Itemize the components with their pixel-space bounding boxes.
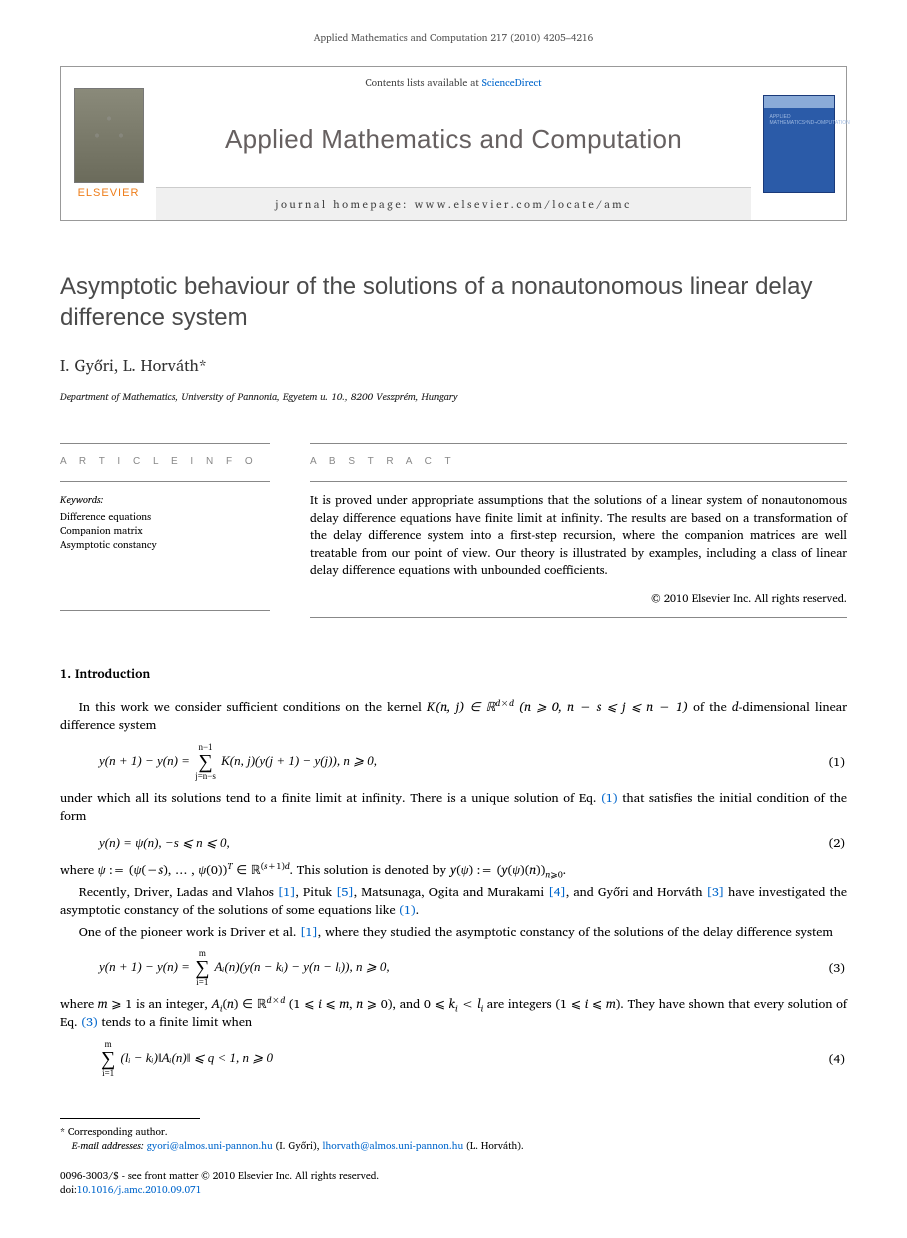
text: One of the pioneer work is Driver et al. xyxy=(79,922,300,942)
footnote-rule xyxy=(60,1118,200,1119)
text: , and Győri and Horváth xyxy=(566,882,707,902)
eq-lhs: y(n + 1) − y(n) = xyxy=(99,959,193,974)
equation: y(n) = ψ(n), −s ⩽ n ⩽ 0, xyxy=(60,835,829,851)
eq-rhs: Aᵢ(n)(y(n − kᵢ) − y(n − lᵢ)), n ⩾ 0, xyxy=(211,959,389,974)
section-heading: 1. Introduction xyxy=(60,664,847,684)
citation-link[interactable]: [1] xyxy=(300,922,318,942)
journal-cover-thumb xyxy=(763,95,835,193)
text: , where they studied the asymptotic cons… xyxy=(318,922,833,942)
abstract-col: A B S T R A C T It is proved under appro… xyxy=(310,429,847,618)
authors: I. Győri, L. Horváth* xyxy=(60,353,847,379)
paragraph: under which all its solutions tend to a … xyxy=(60,789,847,825)
text: under which all its solutions tend to a … xyxy=(60,788,601,808)
abstract-close-rule xyxy=(310,617,847,618)
running-head: Applied Mathematics and Computation 217 … xyxy=(60,30,847,46)
article-info-col: A R T I C L E I N F O Keywords: Differen… xyxy=(60,429,270,618)
eqref-link[interactable]: (1) xyxy=(399,900,415,920)
eq-lhs: y(n + 1) − y(n) = xyxy=(99,753,193,768)
corresponding-footnote: * Corresponding author. xyxy=(60,1125,840,1139)
journal-name: Applied Mathematics and Computation xyxy=(156,124,751,155)
paragraph: In this work we consider sufficient cond… xyxy=(60,698,847,734)
text: Recently, Driver, Ladas and Vlahos xyxy=(79,882,278,902)
equation-number: (1) xyxy=(829,752,847,772)
doi-line: doi:10.1016/j.amc.2010.09.071 xyxy=(60,1183,847,1197)
citation-link[interactable]: [5] xyxy=(336,882,354,902)
header-center: Contents lists available at ScienceDirec… xyxy=(156,67,751,220)
email-link[interactable]: gyori@almos.uni-pannon.hu xyxy=(147,1138,273,1154)
citation-link[interactable]: [4] xyxy=(548,882,566,902)
affiliation: Department of Mathematics, University of… xyxy=(60,389,847,405)
elsevier-tree-icon xyxy=(74,88,144,183)
text: (L. Horváth). xyxy=(463,1138,524,1154)
article-info-row: A R T I C L E I N F O Keywords: Differen… xyxy=(60,429,847,618)
eq-rhs: (lᵢ − kᵢ)‖Aᵢ(n)‖ ⩽ q < 1, n ⩾ 0 xyxy=(117,1050,273,1065)
footnotes: * Corresponding author. E-mail addresses… xyxy=(60,1125,840,1153)
sum-icon: m∑i=1 xyxy=(195,949,209,987)
abstract-text: It is proved under appropriate assumptio… xyxy=(310,482,847,579)
paragraph: One of the pioneer work is Driver et al.… xyxy=(60,923,847,941)
equation-row: y(n) = ψ(n), −s ⩽ n ⩽ 0, (2) xyxy=(60,833,847,853)
author-names: I. Győri, L. Horváth xyxy=(60,353,199,379)
journal-header: ELSEVIER Contents lists available at Sci… xyxy=(60,66,847,221)
text: , Pituk xyxy=(296,882,337,902)
email-label: E-mail addresses: xyxy=(72,1138,144,1154)
text: In this work we consider sufficient cond… xyxy=(79,697,427,717)
elsevier-wordmark: ELSEVIER xyxy=(78,187,140,199)
journal-cover xyxy=(751,67,846,220)
equation-number: (3) xyxy=(829,958,847,978)
keyword: Companion matrix xyxy=(60,524,270,538)
doi-prefix: doi: xyxy=(60,1182,77,1198)
text: , Matsunaga, Ogita and Murakami xyxy=(354,882,548,902)
text: (I. Győri), xyxy=(273,1138,323,1154)
math-inline: K(n, j) ∈ ℝd×d (n ⩾ 0, n − s ⩽ j ⩽ n − 1… xyxy=(427,697,688,717)
email-link[interactable]: lhorvath@almos.uni-pannon.hu xyxy=(323,1138,464,1154)
equation: y(n + 1) − y(n) = n−1∑j=n−s K(n, j)(y(j … xyxy=(60,743,829,781)
sum-icon: m∑i=1 xyxy=(101,1040,115,1078)
abstract-label: A B S T R A C T xyxy=(310,443,847,467)
equation-row: y(n + 1) − y(n) = m∑i=1 Aᵢ(n)(y(n − kᵢ) … xyxy=(60,949,847,987)
eqref-link[interactable]: (1) xyxy=(601,788,617,808)
info-close-rule xyxy=(60,610,270,611)
contents-prefix: Contents lists available at xyxy=(365,75,481,91)
sciencedirect-link[interactable]: ScienceDirect xyxy=(482,75,542,91)
doi-block: 0096-3003/$ - see front matter © 2010 El… xyxy=(60,1169,847,1197)
eq-rhs: K(n, j)(y(j + 1) − y(j)), n ⩾ 0, xyxy=(218,753,377,768)
email-footnote: E-mail addresses: gyori@almos.uni-pannon… xyxy=(60,1139,840,1153)
equation: y(n + 1) − y(n) = m∑i=1 Aᵢ(n)(y(n − kᵢ) … xyxy=(60,949,829,987)
article-info-label: A R T I C L E I N F O xyxy=(60,443,270,467)
corresponding-mark: * xyxy=(199,353,207,379)
citation-link[interactable]: [3] xyxy=(707,882,725,902)
journal-homepage: journal homepage: www.elsevier.com/locat… xyxy=(156,187,751,220)
keyword: Asymptotic constancy xyxy=(60,538,270,552)
section-intro: 1. Introduction In this work we consider… xyxy=(60,664,847,1077)
doi-link[interactable]: 10.1016/j.amc.2010.09.071 xyxy=(77,1182,202,1198)
front-matter-line: 0096-3003/$ - see front matter © 2010 El… xyxy=(60,1169,847,1183)
citation-link[interactable]: [1] xyxy=(278,882,296,902)
text: tends to a finite limit when xyxy=(98,1012,252,1032)
sum-icon: n−1∑j=n−s xyxy=(195,743,216,781)
contents-available: Contents lists available at ScienceDirec… xyxy=(156,75,751,91)
keyword: Difference equations xyxy=(60,510,270,524)
equation-row: y(n + 1) − y(n) = n−1∑j=n−s K(n, j)(y(j … xyxy=(60,743,847,781)
elsevier-logo: ELSEVIER xyxy=(61,67,156,220)
abstract-copyright: © 2010 Elsevier Inc. All rights reserved… xyxy=(310,589,847,607)
text: of the xyxy=(688,697,732,717)
equation-number: (2) xyxy=(829,833,847,853)
eqref-link[interactable]: (3) xyxy=(81,1012,97,1032)
text: where ψ := (ψ(−s), … , ψ(0))T ∈ ℝ(s+1)d.… xyxy=(60,860,566,880)
text: . xyxy=(416,900,420,920)
paragraph: Recently, Driver, Ladas and Vlahos [1], … xyxy=(60,883,847,919)
paragraph: where m ⩾ 1 is an integer, Ai(n) ∈ ℝd×d … xyxy=(60,995,847,1031)
article-title: Asymptotic behaviour of the solutions of… xyxy=(60,271,847,333)
equation-number: (4) xyxy=(829,1049,847,1069)
keywords-label: Keywords: xyxy=(60,492,270,508)
equation: m∑i=1 (lᵢ − kᵢ)‖Aᵢ(n)‖ ⩽ q < 1, n ⩾ 0 xyxy=(60,1040,829,1078)
paragraph: where ψ := (ψ(−s), … , ψ(0))T ∈ ℝ(s+1)d.… xyxy=(60,861,847,879)
equation-row: m∑i=1 (lᵢ − kᵢ)‖Aᵢ(n)‖ ⩽ q < 1, n ⩾ 0 (4… xyxy=(60,1040,847,1078)
